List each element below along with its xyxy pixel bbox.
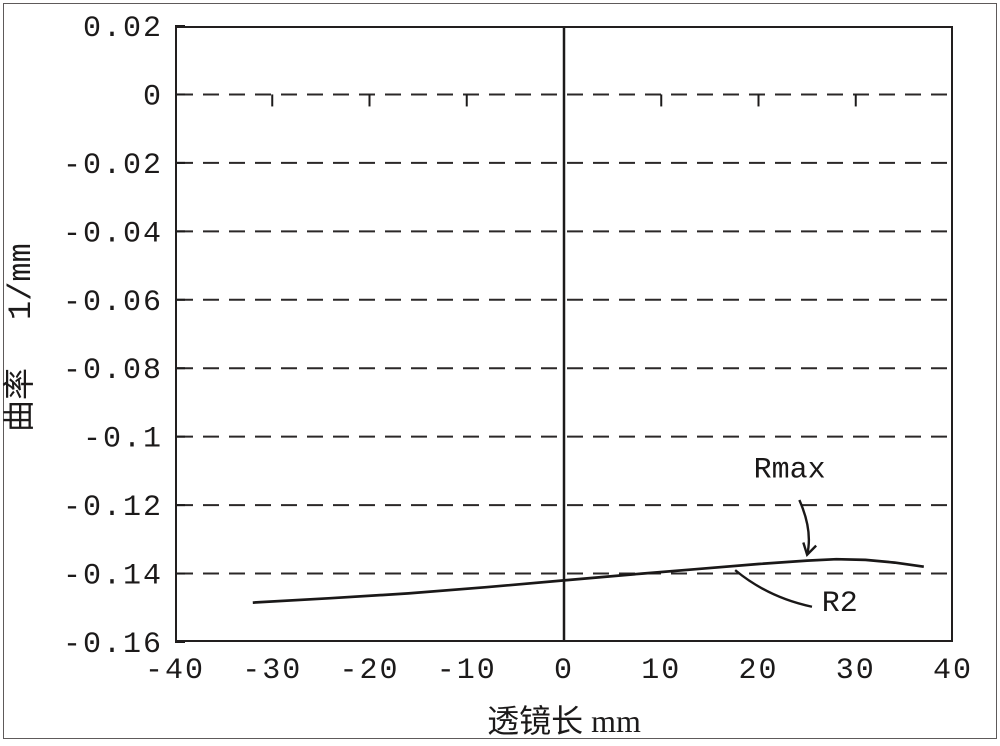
x-tick-label: 40 bbox=[933, 654, 973, 688]
y-tick-label: 0 bbox=[143, 80, 163, 114]
x-tick-label: -30 bbox=[242, 654, 302, 688]
plot-border bbox=[175, 26, 953, 642]
x-tick-labels: -40 -30 -20 -10 0 10 20 30 40 bbox=[145, 654, 973, 688]
x-tick-label: -10 bbox=[437, 654, 497, 688]
y-tick-label: -0.06 bbox=[63, 286, 163, 320]
y-tick-label: -0.04 bbox=[63, 217, 163, 251]
x-tick-label: 20 bbox=[738, 654, 778, 688]
y-tick-label: -0.08 bbox=[63, 354, 163, 388]
y-tick-label: -0.14 bbox=[63, 560, 163, 594]
x-tick-label: 30 bbox=[836, 654, 876, 688]
y-tick-label: 0.02 bbox=[83, 12, 163, 46]
y-axis-title-part2: 1/mm bbox=[3, 243, 40, 320]
x-tick-label: 10 bbox=[641, 654, 681, 688]
chart-container: RmaxR2 0.020-0.02-0.04-0.06-0.08-0.1-0.1… bbox=[0, 0, 1000, 746]
y-tick-labels: 0.020-0.02-0.04-0.06-0.08-0.1-0.12-0.14-… bbox=[63, 12, 163, 662]
x-axis-title: 透镜长 mm bbox=[487, 703, 641, 739]
x-tick-label: -40 bbox=[145, 654, 205, 688]
y-axis-title-part1: 曲率 bbox=[1, 368, 37, 432]
x-tick-label: 0 bbox=[554, 654, 574, 688]
y-tick-label: -0.1 bbox=[83, 423, 163, 457]
x-tick-label: -20 bbox=[339, 654, 399, 688]
y-tick-label: -0.12 bbox=[63, 491, 163, 525]
y-tick-label: -0.02 bbox=[63, 149, 163, 183]
